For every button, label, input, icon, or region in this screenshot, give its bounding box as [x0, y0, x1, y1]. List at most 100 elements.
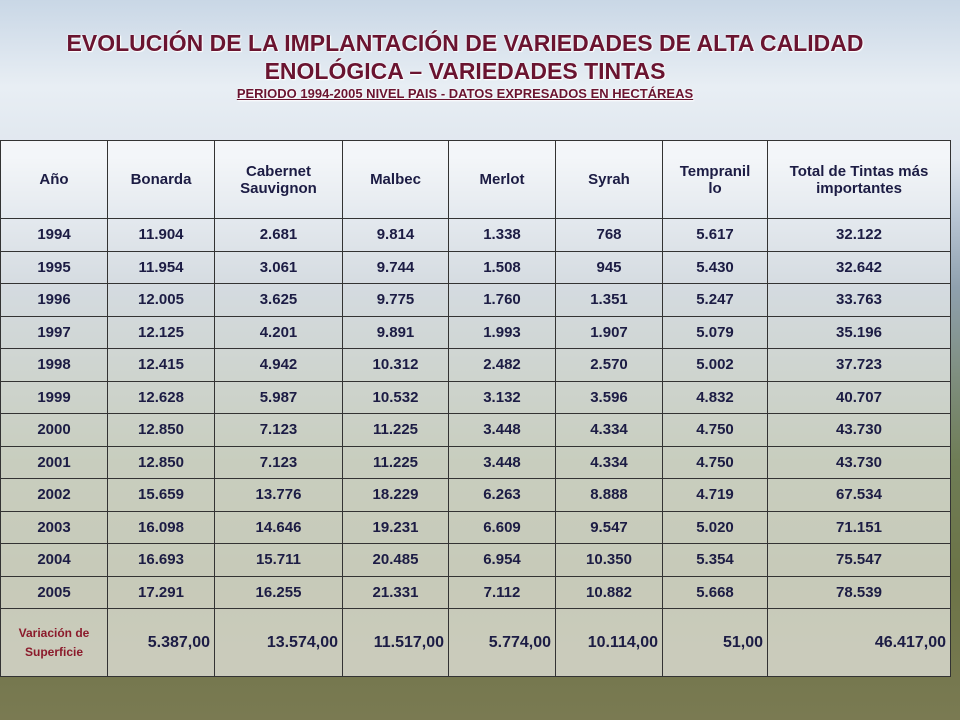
- table-cell: 37.723: [767, 348, 951, 382]
- table-cell: 32.122: [767, 218, 951, 252]
- table-cell: 17.291: [107, 575, 215, 609]
- table-cell: 33.763: [767, 283, 951, 317]
- table-cell: 6.954: [448, 543, 556, 577]
- table-cell: 8.888: [555, 478, 663, 512]
- table-body: 1994 11.904 2.681 9.814 1.338 768 5.617 32.122 1…: [0, 218, 951, 677]
- table-cell: 1.907: [555, 315, 663, 349]
- table-cell: 7.112: [448, 575, 556, 609]
- table-cell: 12.415: [107, 348, 215, 382]
- table-cell: 1.351: [555, 283, 663, 317]
- table-cell: 9.744: [342, 250, 449, 284]
- table-cell: 12.125: [107, 315, 215, 349]
- table-cell: 2.681: [214, 218, 343, 252]
- table-cell: 32.642: [767, 250, 951, 284]
- table-cell: 2002: [0, 478, 108, 512]
- column-header: Syrah: [555, 140, 663, 219]
- table-cell: 2005: [0, 575, 108, 609]
- table-cell: 2001: [0, 445, 108, 479]
- table-cell: 1.508: [448, 250, 556, 284]
- data-table: Año Bonarda Cabernet Sauvignon Malbec Merlot…: [0, 140, 951, 677]
- table-cell: 16.693: [107, 543, 215, 577]
- table-cell: 3.625: [214, 283, 343, 317]
- table-cell: 10.312: [342, 348, 449, 382]
- table-row: 2003 16.098 14.646 19.231 6.609 9.547 5.020 71.…: [0, 510, 951, 544]
- column-header: Malbec: [342, 140, 449, 219]
- table-cell: 2003: [0, 510, 108, 544]
- table-cell: 4.719: [662, 478, 768, 512]
- table-cell: 46.417,00: [767, 608, 951, 677]
- table-cell: 768: [555, 218, 663, 252]
- table-cell: 5.020: [662, 510, 768, 544]
- table-cell: 945: [555, 250, 663, 284]
- table-cell: 1.760: [448, 283, 556, 317]
- table-cell: 43.730: [767, 413, 951, 447]
- table-cell: 4.750: [662, 445, 768, 479]
- table-row: 2005 17.291 16.255 21.331 7.112 10.882 5.668 78…: [0, 575, 951, 609]
- table-cell: 12.005: [107, 283, 215, 317]
- table-cell: 40.707: [767, 380, 951, 414]
- table-cell: 5.002: [662, 348, 768, 382]
- table-cell: 3.596: [555, 380, 663, 414]
- table-cell: 78.539: [767, 575, 951, 609]
- table-cell: 1997: [0, 315, 108, 349]
- table-row: 1996 12.005 3.625 9.775 1.760 1.351 5.247 33.76…: [0, 283, 951, 317]
- table-cell: 2004: [0, 543, 108, 577]
- table-cell: 4.750: [662, 413, 768, 447]
- table-cell: 5.387,00: [107, 608, 215, 677]
- table-cell: 35.196: [767, 315, 951, 349]
- table-cell: 3.448: [448, 413, 556, 447]
- column-header: Tempranillo: [662, 140, 768, 219]
- table-cell: 4.942: [214, 348, 343, 382]
- title-line: EVOLUCIÓN DE LA IMPLANTACIÓN DE VARIEDAD…: [66, 30, 864, 56]
- table-cell: 67.534: [767, 478, 951, 512]
- table-cell: 43.730: [767, 445, 951, 479]
- table-cell: 9.547: [555, 510, 663, 544]
- table-cell: 3.132: [448, 380, 556, 414]
- table-cell: 10.532: [342, 380, 449, 414]
- table-cell: 15.711: [214, 543, 343, 577]
- table-cell: 11.904: [107, 218, 215, 252]
- table-cell: 2000: [0, 413, 108, 447]
- column-header: Año: [0, 140, 108, 219]
- table-cell: 6.263: [448, 478, 556, 512]
- table-cell: 5.079: [662, 315, 768, 349]
- table-cell: 4.334: [555, 413, 663, 447]
- table-cell: 20.485: [342, 543, 449, 577]
- table-cell: 7.123: [214, 413, 343, 447]
- table-cell: 10.882: [555, 575, 663, 609]
- table-row: 2002 15.659 13.776 18.229 6.263 8.888 4.719 67.…: [0, 478, 951, 512]
- table-cell: 21.331: [342, 575, 449, 609]
- table-cell: 15.659: [107, 478, 215, 512]
- table-row: 1995 11.954 3.061 9.744 1.508 945 5.430 32.642: [0, 250, 951, 284]
- table-cell: 18.229: [342, 478, 449, 512]
- table-cell: 5.668: [662, 575, 768, 609]
- table-cell: 1998: [0, 348, 108, 382]
- table-cell: 13.776: [214, 478, 343, 512]
- table-cell: 11.517,00: [342, 608, 449, 677]
- table-cell: 13.574,00: [214, 608, 343, 677]
- table-cell: 5.774,00: [448, 608, 556, 677]
- column-header: Merlot: [448, 140, 556, 219]
- table-cell: 19.231: [342, 510, 449, 544]
- table-cell: 16.255: [214, 575, 343, 609]
- table-row: 2001 12.850 7.123 11.225 3.448 4.334 4.750 43.7…: [0, 445, 951, 479]
- table-cell: 1.338: [448, 218, 556, 252]
- table-row: 1994 11.904 2.681 9.814 1.338 768 5.617 32.122: [0, 218, 951, 252]
- table-cell: 9.775: [342, 283, 449, 317]
- table-cell: 5.354: [662, 543, 768, 577]
- table-cell: 10.350: [555, 543, 663, 577]
- table-cell: 10.114,00: [555, 608, 663, 677]
- column-header: Cabernet Sauvignon: [214, 140, 343, 219]
- title-line: ENOLÓGICA – VARIEDADES TINTAS: [264, 58, 666, 84]
- table-row: 1999 12.628 5.987 10.532 3.132 3.596 4.832 40.7…: [0, 380, 951, 414]
- table-cell: 51,00: [662, 608, 768, 677]
- table-cell: 3.448: [448, 445, 556, 479]
- table-row: 1998 12.415 4.942 10.312 2.482 2.570 5.002 37.7…: [0, 348, 951, 382]
- table-cell: 11.954: [107, 250, 215, 284]
- table-cell: 14.646: [214, 510, 343, 544]
- column-header: Bonarda: [107, 140, 215, 219]
- table-cell: 9.891: [342, 315, 449, 349]
- table-cell: 7.123: [214, 445, 343, 479]
- table-cell: 71.151: [767, 510, 951, 544]
